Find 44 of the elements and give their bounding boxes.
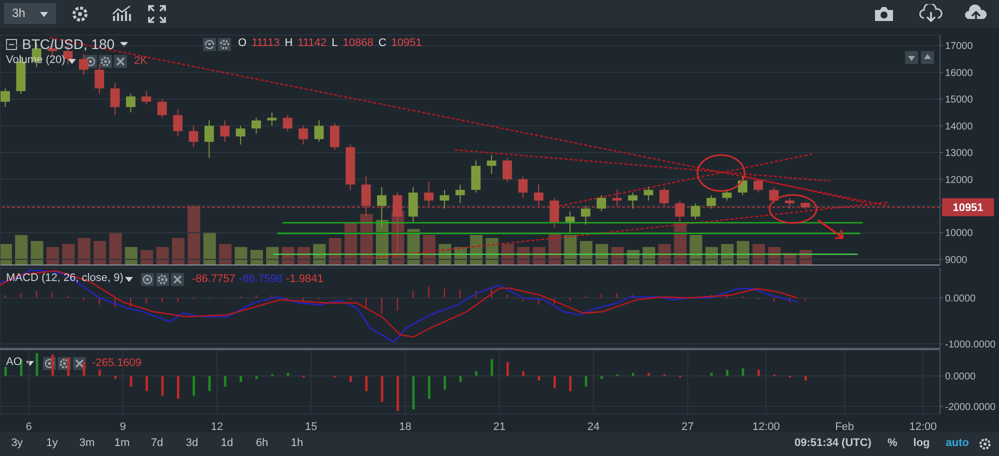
x-tick-label: 15 (305, 420, 318, 433)
x-tick-label: 12:00 (752, 420, 780, 433)
text: 1h (290, 437, 304, 449)
x-tick-label: 24 (587, 420, 600, 433)
annotation: -265.1609 (92, 357, 142, 369)
x-tick-label: 21 (493, 420, 506, 433)
annotation: -1.9841 (286, 273, 324, 285)
text: % (887, 437, 898, 449)
y-tick-label: 17000 (945, 41, 974, 52)
text: 1m (113, 437, 131, 449)
y-tick-label: 13000 (945, 148, 974, 160)
text: 09:51:34 (UTC) (794, 437, 872, 449)
text: 6h (254, 437, 270, 449)
annotation: -88.7598 (239, 273, 282, 285)
annotation: 2K (134, 55, 148, 67)
x-tick-label: Feb (835, 420, 854, 433)
text: 1y (45, 437, 59, 449)
x-tick-label: 9 (120, 420, 126, 433)
text: 3y (10, 437, 24, 449)
y-tick-label: -2000.0000 (945, 402, 996, 413)
y-tick-label: 16000 (945, 68, 974, 79)
y-tick-label: 14000 (945, 121, 974, 132)
text: auto (946, 437, 969, 449)
y-tick-label: 0.0000 (945, 293, 976, 304)
text: log (913, 437, 930, 449)
text: 3d (184, 437, 200, 449)
text: 3m (78, 437, 96, 449)
y-tick-label: -1000.0000 (945, 339, 996, 350)
x-tick-label: 27 (682, 420, 694, 433)
x-tick-label: 12 (210, 420, 224, 433)
y-tick-label: 12000 (945, 174, 974, 186)
annotation: -86.7757 (192, 273, 236, 285)
annotation: O 11113 H 11142 L 10868 C 10951 (238, 37, 422, 49)
ref-line-label: 10951 (952, 202, 984, 214)
y-tick-label: 10000 (945, 228, 974, 240)
x-tick-label: 6 (26, 420, 32, 433)
text: 3h (12, 6, 26, 20)
x-tick-label: 18 (399, 420, 412, 433)
y-tick-label: 0.0000 (945, 371, 976, 382)
text: 1d (220, 437, 234, 449)
text: 7d (150, 437, 164, 449)
x-tick-label: 12:00 (909, 420, 937, 433)
y-tick-label: 15000 (945, 94, 974, 106)
y-tick-label: 9000 (945, 254, 968, 266)
